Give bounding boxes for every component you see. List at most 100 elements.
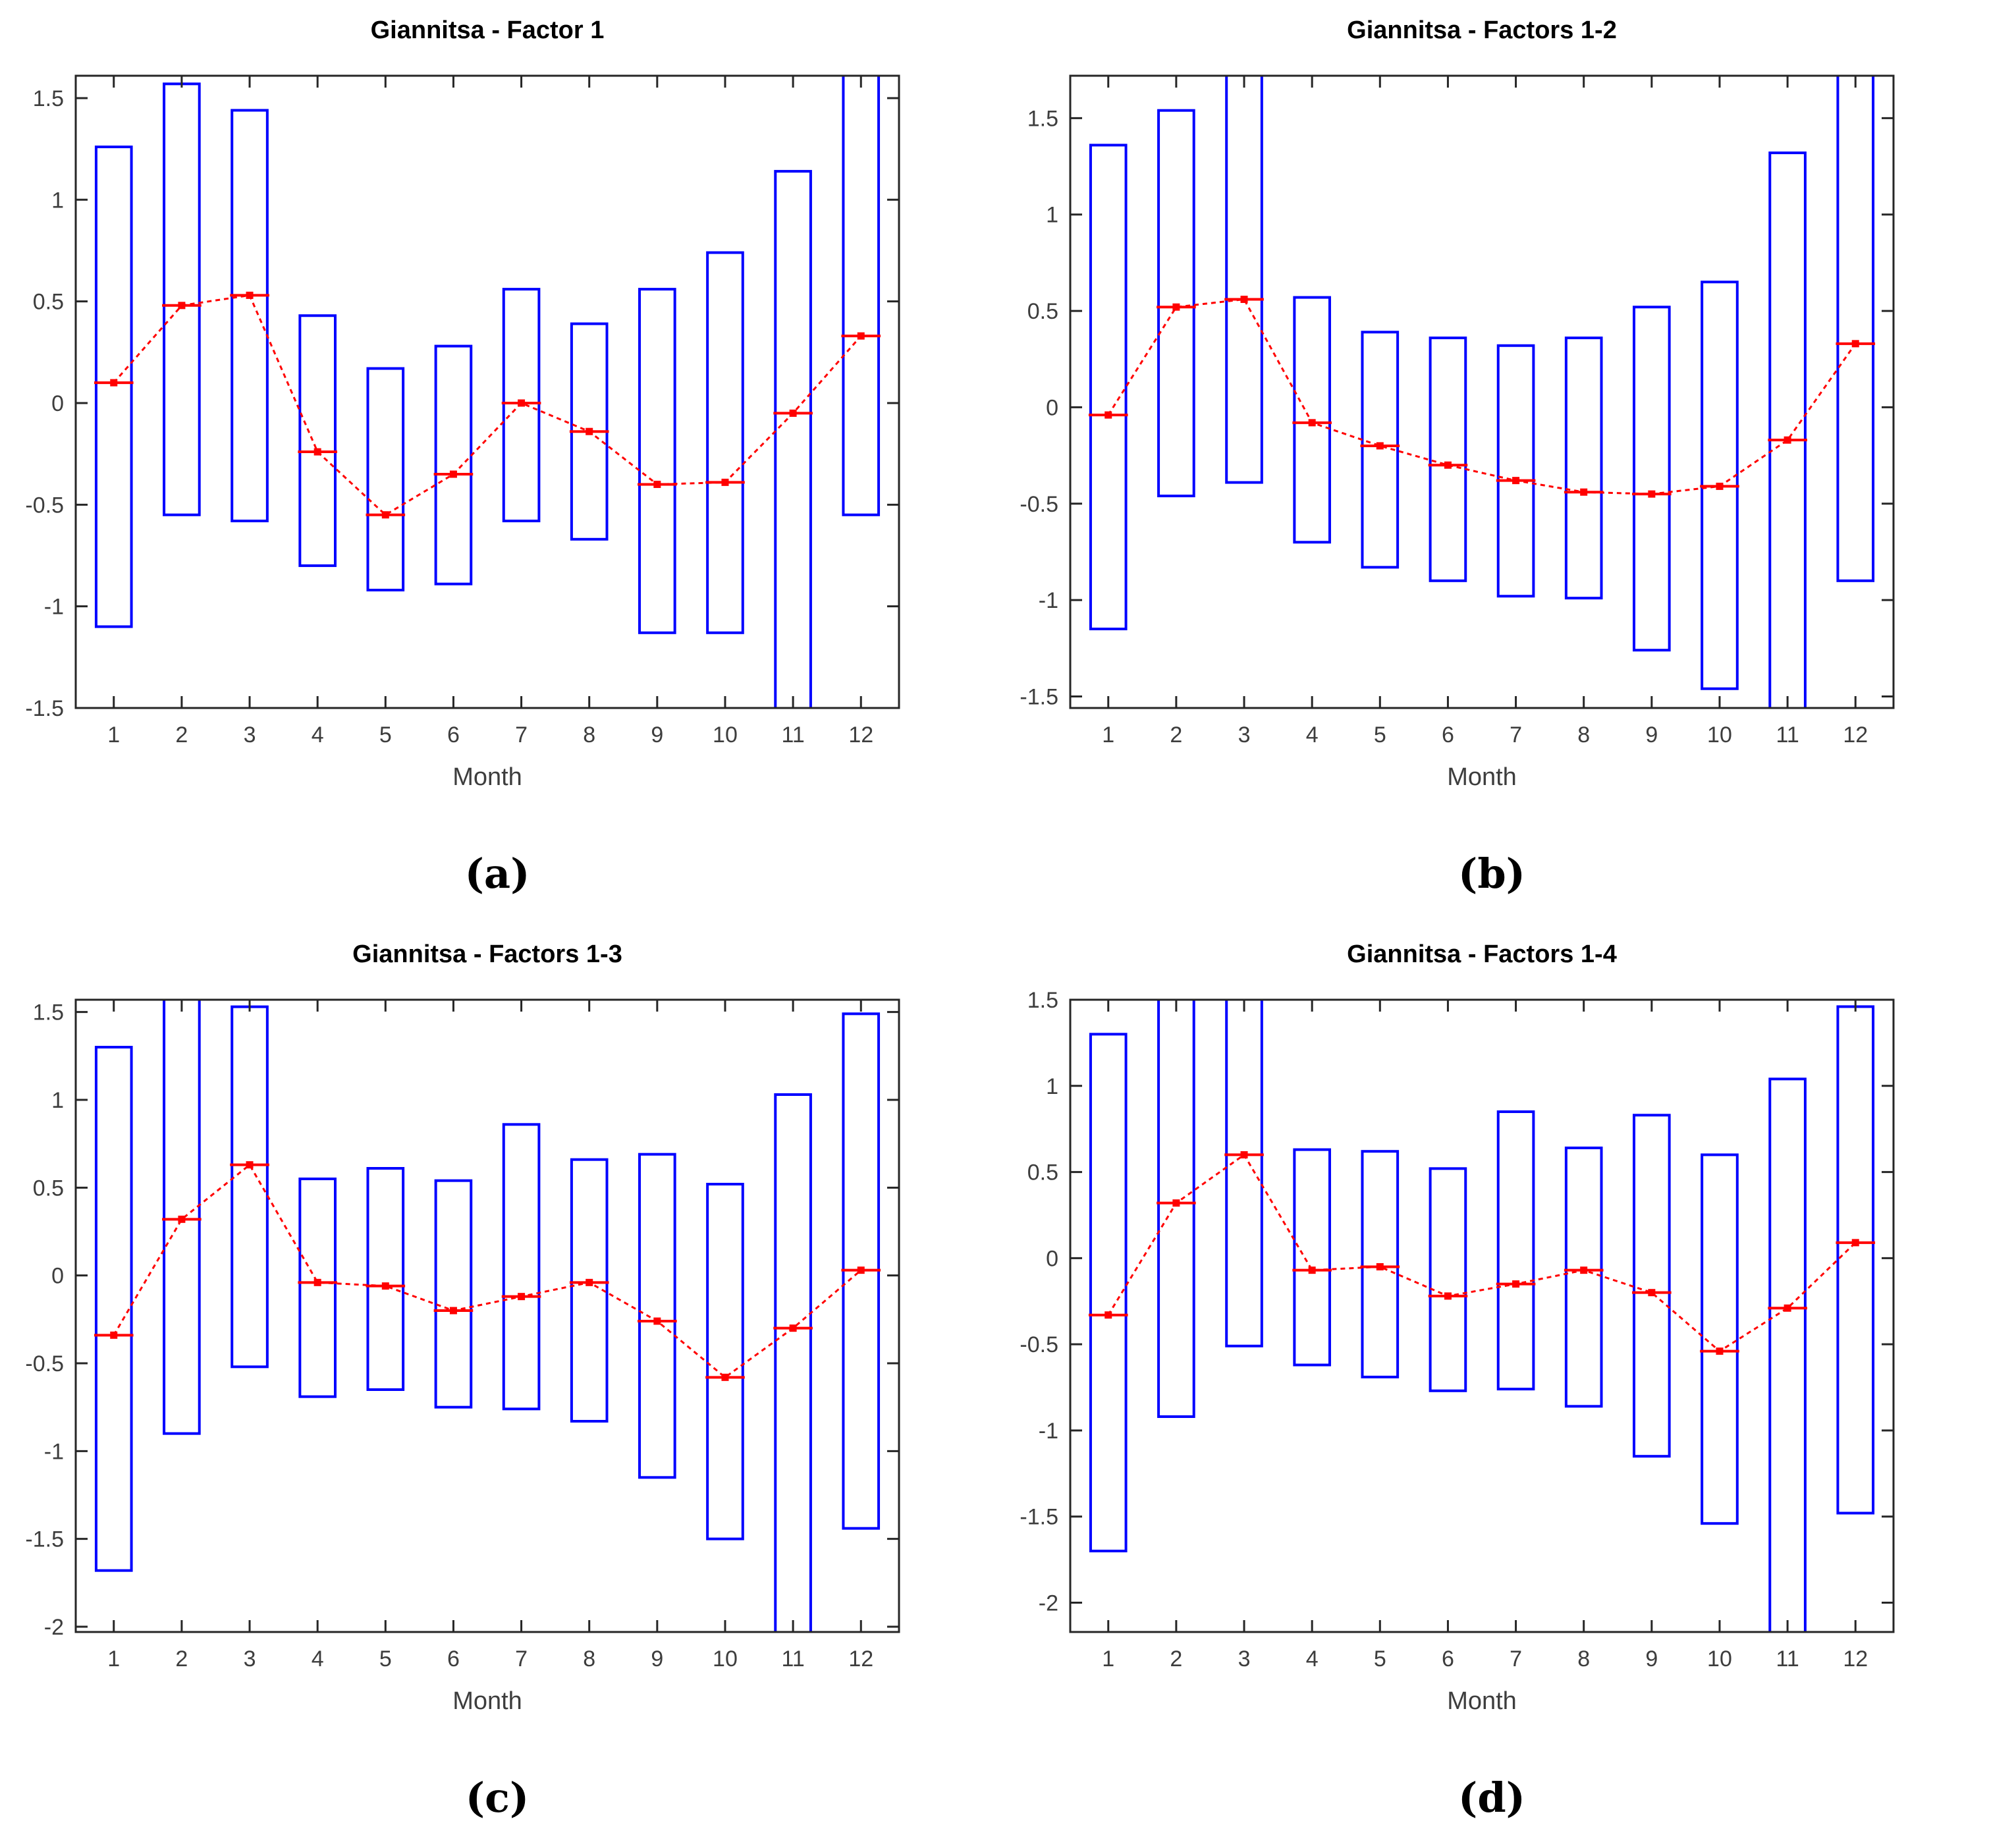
- range-boxes: [1089, 76, 1875, 708]
- svg-text:8: 8: [583, 722, 595, 747]
- svg-text:0: 0: [1046, 1246, 1058, 1271]
- mean-connecting-line: [1107, 1153, 1857, 1353]
- mean-connecting-line: [113, 294, 862, 516]
- mean-markers: [1088, 296, 1876, 498]
- svg-text:8: 8: [1577, 1646, 1590, 1671]
- svg-text:9: 9: [1645, 1646, 1658, 1671]
- range-boxes: [94, 76, 881, 708]
- svg-text:2: 2: [1170, 1646, 1182, 1671]
- svg-text:-1: -1: [44, 595, 64, 620]
- tick-labels: 1 2 3 4 5 6 7 8 9 10 11 121.510.50-0.5-1-1.5: [1020, 106, 1868, 747]
- x-axis-label: Month: [452, 1687, 522, 1715]
- chart-title: Giannitsa - Factor 1: [371, 16, 605, 44]
- svg-text:0: 0: [51, 1264, 64, 1289]
- svg-text:4: 4: [312, 1646, 324, 1671]
- svg-text:-0.5: -0.5: [1020, 492, 1058, 517]
- svg-text:-0.5: -0.5: [25, 493, 64, 518]
- range-boxes: [94, 1000, 881, 1632]
- chart-d-canvas: 1 2 3 4 5 6 7 8 9 10 11 121.510.50-0.5-1-1.5-2Giann…: [1020, 940, 1895, 1715]
- axes-frame: [74, 74, 900, 709]
- svg-text:11: 11: [781, 722, 804, 747]
- svg-text:9: 9: [651, 1646, 663, 1671]
- svg-text:12: 12: [848, 722, 873, 747]
- subplot-a: 1 2 3 4 5 6 7 8 9 10 11 12 1.5 1 0.5 0 -0.5 -1 -1.5 Giannit…: [0, 0, 994, 924]
- svg-text:7: 7: [515, 1646, 528, 1671]
- mean-connecting-line: [113, 1163, 862, 1379]
- svg-text:3: 3: [1238, 1646, 1251, 1671]
- svg-text:9: 9: [1645, 722, 1658, 747]
- chart-b-canvas: 1 2 3 4 5 6 7 8 9 10 11 121.510.50-0.5-1-1.5Giannit…: [1020, 16, 1895, 791]
- svg-text:0: 0: [1046, 395, 1058, 420]
- subplot-b: 1 2 3 4 5 6 7 8 9 10 11 12 1.5 1 0.5 0 -0.5 -1 -1.5 Giannit…: [994, 0, 1989, 924]
- chart-a-canvas: 1 2 3 4 5 6 7 8 9 10 11 121.510.50-0.5-1-1.5Giannit…: [25, 16, 900, 791]
- svg-text:1: 1: [51, 1088, 64, 1113]
- axes-frame: [1069, 74, 1895, 709]
- svg-text:11: 11: [781, 1646, 804, 1671]
- svg-text:2: 2: [1170, 722, 1182, 747]
- mean-markers: [94, 1161, 881, 1381]
- svg-text:3: 3: [244, 722, 256, 747]
- tick-labels: 1 2 3 4 5 6 7 8 9 10 11 121.510.50-0.5-1-1.5: [25, 86, 873, 747]
- svg-text:-1.5: -1.5: [1020, 1505, 1058, 1530]
- svg-text:5: 5: [379, 722, 392, 747]
- mean-markers: [94, 291, 881, 519]
- x-axis-label: Month: [452, 763, 522, 791]
- svg-text:-0.5: -0.5: [25, 1351, 64, 1376]
- svg-text:6: 6: [1442, 722, 1454, 747]
- svg-text:1.5: 1.5: [33, 1000, 64, 1025]
- svg-text:6: 6: [447, 1646, 460, 1671]
- svg-text:5: 5: [1374, 1646, 1386, 1671]
- svg-text:10: 10: [1707, 1646, 1732, 1671]
- subplot-c: 1 2 3 4 5 6 7 8 9 10 11 12 1.5 1 0.5 0 -0.5 -1 -1.5 -2 Giann…: [0, 924, 994, 1848]
- svg-text:-1.5: -1.5: [25, 696, 64, 721]
- svg-text:-1.5: -1.5: [25, 1527, 64, 1552]
- svg-text:1: 1: [51, 188, 64, 213]
- svg-text:10: 10: [1707, 722, 1732, 747]
- svg-text:12: 12: [1843, 722, 1868, 747]
- mean-markers: [1088, 1151, 1876, 1355]
- svg-text:0.5: 0.5: [33, 290, 64, 315]
- tick-labels: 1 2 3 4 5 6 7 8 9 10 11 121.510.50-0.5-1-1.5-2: [25, 1000, 873, 1671]
- svg-text:5: 5: [379, 1646, 392, 1671]
- svg-text:1: 1: [1046, 203, 1058, 228]
- svg-text:4: 4: [312, 722, 324, 747]
- range-boxes: [1089, 1000, 1875, 1632]
- svg-text:8: 8: [1577, 722, 1590, 747]
- svg-text:6: 6: [447, 722, 460, 747]
- svg-text:0.5: 0.5: [1027, 1160, 1058, 1185]
- svg-text:-0.5: -0.5: [1020, 1332, 1058, 1357]
- mean-connecting-line: [1107, 298, 1857, 495]
- svg-text:-1: -1: [1039, 1419, 1058, 1444]
- axes-frame: [1069, 998, 1895, 1633]
- chart-title: Giannitsa - Factors 1-4: [1347, 940, 1617, 968]
- axes-frame: [74, 998, 900, 1633]
- chart-c-canvas: 1 2 3 4 5 6 7 8 9 10 11 121.510.50-0.5-1-1.5-2Giann…: [25, 940, 900, 1715]
- svg-text:1: 1: [107, 1646, 120, 1671]
- svg-text:12: 12: [848, 1646, 873, 1671]
- svg-text:7: 7: [1510, 722, 1522, 747]
- svg-text:0.5: 0.5: [1027, 299, 1058, 324]
- x-axis-label: Month: [1447, 763, 1517, 791]
- svg-text:8: 8: [583, 1646, 595, 1671]
- svg-text:12: 12: [1843, 1646, 1868, 1671]
- svg-text:6: 6: [1442, 1646, 1454, 1671]
- svg-text:7: 7: [515, 722, 528, 747]
- chart-title: Giannitsa - Factors 1-3: [352, 940, 622, 968]
- svg-text:0.5: 0.5: [33, 1176, 64, 1201]
- svg-text:1.5: 1.5: [1027, 106, 1058, 131]
- svg-text:11: 11: [1776, 1646, 1799, 1671]
- svg-text:10: 10: [713, 722, 738, 747]
- svg-text:-2: -2: [1039, 1591, 1058, 1616]
- chart-title: Giannitsa - Factors 1-2: [1347, 16, 1617, 44]
- svg-text:1: 1: [107, 722, 120, 747]
- svg-text:-1: -1: [1039, 588, 1058, 613]
- svg-text:1.5: 1.5: [1027, 988, 1058, 1013]
- svg-text:1: 1: [1102, 722, 1114, 747]
- svg-text:-1: -1: [44, 1439, 64, 1464]
- svg-text:1: 1: [1046, 1074, 1058, 1099]
- svg-text:7: 7: [1510, 1646, 1522, 1671]
- svg-text:3: 3: [1238, 722, 1251, 747]
- x-axis-label: Month: [1447, 1687, 1517, 1715]
- svg-text:5: 5: [1374, 722, 1386, 747]
